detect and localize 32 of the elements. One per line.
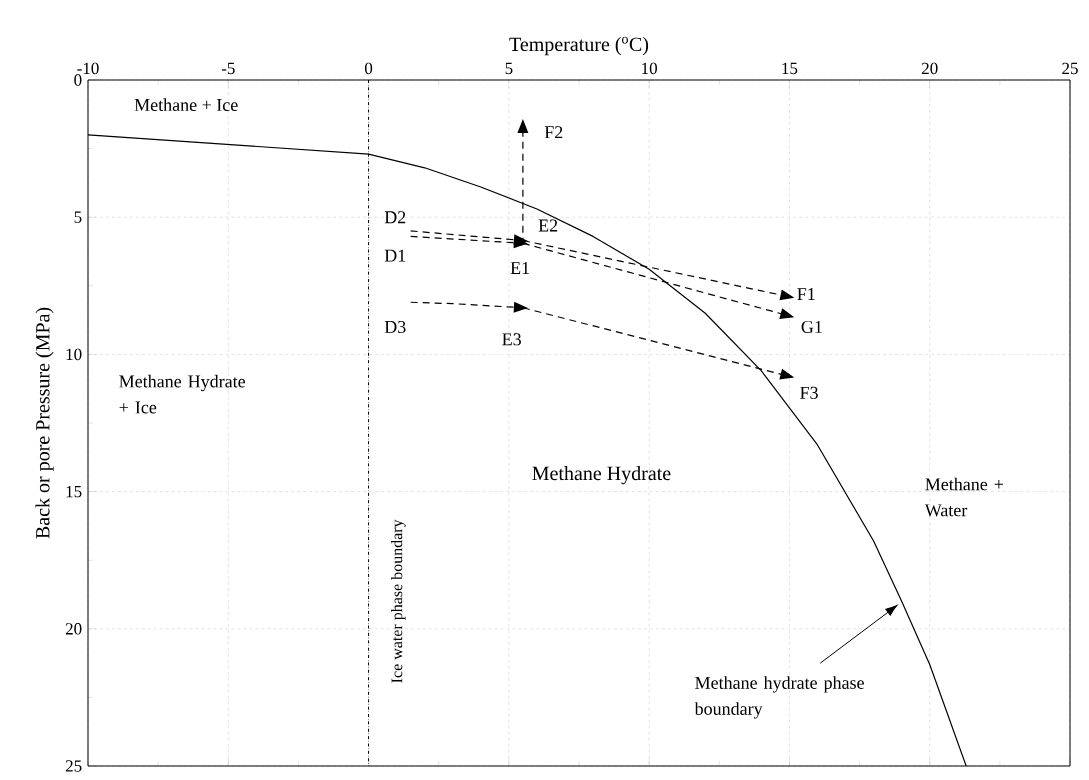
x-tick-label: 5 <box>505 62 513 75</box>
annotation: Methane Hydrate <box>532 466 671 485</box>
x-tick-label: 15 <box>782 62 798 75</box>
x-tick-label: 25 <box>1062 62 1078 75</box>
annotation: D3 <box>384 320 406 334</box>
annotation: Methane + Ice <box>134 98 238 112</box>
y-tick-label: 10 <box>66 348 82 361</box>
x-tick-label: -5 <box>221 62 235 75</box>
y-tick-label: 5 <box>74 211 82 223</box>
x-tick-label: 20 <box>921 62 938 75</box>
y-axis-title: Back or pore Pressure (MPa) <box>35 307 54 539</box>
annotation: D2 <box>384 211 406 224</box>
ref-line-label: Ice water phase boundary <box>391 519 406 683</box>
x-axis-title: Temperature ($^{o}$C) <box>509 36 649 56</box>
x-tick-label: 0 <box>364 62 373 75</box>
x-tick-label: 10 <box>642 62 658 75</box>
annotation: F1 <box>797 288 815 300</box>
y-tick-label: 25 <box>65 760 82 772</box>
annotation: F2 <box>544 126 563 139</box>
annotation: Methane hydrate phase boundary <box>694 676 864 719</box>
annotation: Methane Hydrate + Ice <box>119 374 246 414</box>
annotation: E1 <box>510 262 530 274</box>
annotation: E2 <box>538 219 558 232</box>
x-tick-label: -10 <box>77 62 99 75</box>
y-tick-label: 15 <box>66 485 82 498</box>
annotation: E3 <box>502 333 521 346</box>
annotation: G1 <box>801 320 822 334</box>
annotation: Methane + Water <box>924 477 1004 517</box>
y-tick-label: 20 <box>65 623 82 635</box>
y-tick-label: 0 <box>74 74 82 86</box>
annotation: F3 <box>800 386 818 399</box>
annotation: D1 <box>384 249 406 262</box>
